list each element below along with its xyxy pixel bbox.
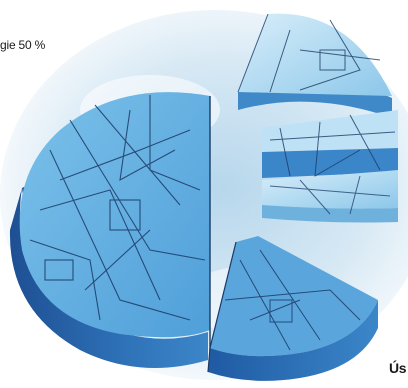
category-label: Ús xyxy=(389,360,407,376)
pie-slice-top-right xyxy=(237,13,392,118)
pie-slice-bottom xyxy=(207,236,378,381)
pie-slice-large xyxy=(9,92,211,368)
percentage-label: gie 50 % xyxy=(0,38,46,52)
pie-slice-middle-right xyxy=(262,110,398,178)
pie-slice-light-lower xyxy=(262,170,398,223)
